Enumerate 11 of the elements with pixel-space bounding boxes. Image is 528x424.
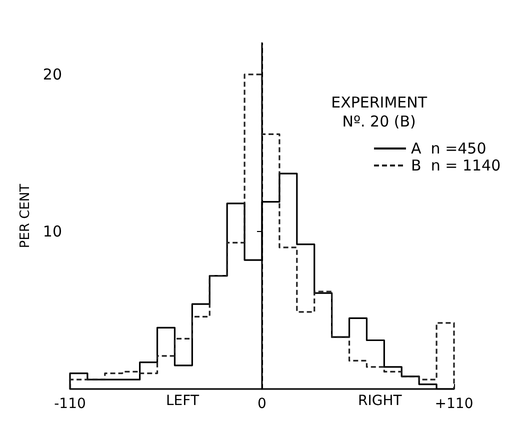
x-tick-label: -110 (54, 396, 86, 412)
y-axis-title: PER CENT (18, 184, 33, 248)
text: LEFT (166, 393, 200, 409)
y-tick-label: 20 (42, 65, 62, 84)
legend-label: A n =450 (411, 140, 486, 158)
x-tick-label: 0 (258, 396, 266, 412)
x-tick-label: +110 (434, 396, 474, 412)
legend-label: B n = 1140 (411, 156, 501, 174)
text: EXPERIMENT Nº. 20 (B) (331, 94, 428, 130)
y-tick-label: 10 (42, 222, 62, 241)
text: RIGHT (358, 393, 402, 409)
